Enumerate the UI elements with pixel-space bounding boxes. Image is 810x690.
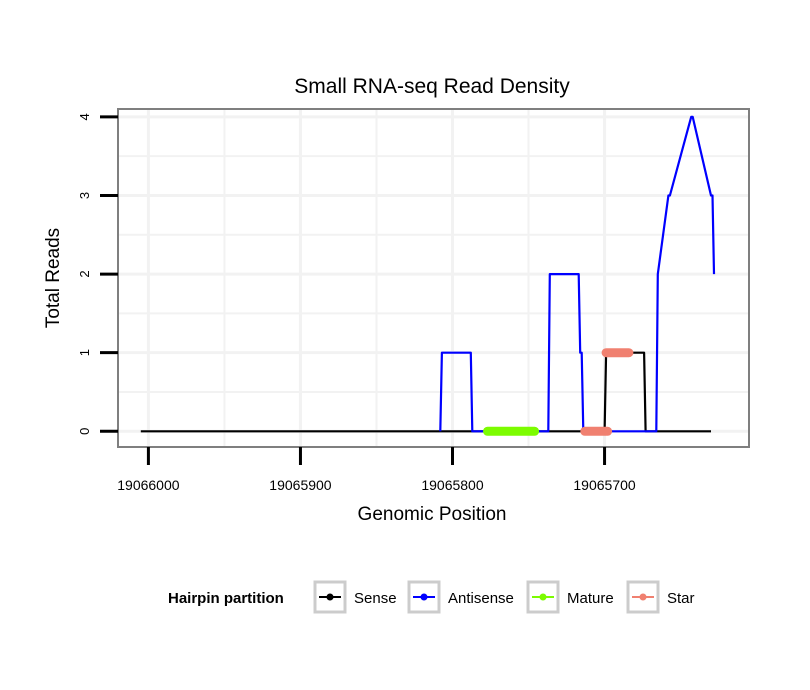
legend-item-antisense: Antisense: [407, 580, 514, 614]
plot-panel: [117, 108, 750, 448]
y-tick-label: 4: [77, 113, 92, 120]
plot-background: [118, 109, 749, 447]
y-axis-label: Total Reads: [43, 228, 64, 328]
series-layer: [140, 115, 716, 436]
x-tick-label: 19065800: [421, 477, 484, 493]
legend-key-point: [539, 593, 547, 601]
y-tick-label: 0: [77, 428, 92, 435]
legend-label: Mature: [567, 590, 614, 607]
legend-label: Star: [667, 590, 695, 607]
y-tick-label: 1: [77, 349, 92, 356]
x-tick-label: 19066000: [117, 477, 180, 493]
legend: Hairpin partition Sense Antisense Mature St…: [168, 580, 695, 614]
y-tick-label: 3: [77, 192, 92, 199]
x-tick-label: 19065900: [269, 477, 332, 493]
legend-item-mature: Mature: [526, 580, 614, 614]
legend-label: Antisense: [448, 590, 514, 607]
x-tick-label: 19065700: [573, 477, 636, 493]
legend-key-point: [639, 593, 647, 601]
legend-label: Sense: [354, 590, 397, 607]
y-tick-label: 2: [77, 270, 92, 277]
series-line-antisense: [439, 115, 716, 433]
legend-title: Hairpin partition: [168, 590, 284, 607]
x-axis-label: Genomic Position: [358, 504, 507, 525]
chart-title: Small RNA-seq Read Density: [294, 75, 570, 98]
legend-item-sense: Sense: [313, 580, 397, 614]
y-axis: 0 1 2 3 4: [77, 113, 118, 435]
legend-item-star: Star: [626, 580, 695, 614]
x-axis: 19066000 19065900 19065800 19065700: [117, 447, 636, 493]
plot-border: [117, 108, 750, 448]
legend-key-point: [326, 593, 334, 601]
legend-items: Sense Antisense Mature Star: [313, 580, 695, 614]
legend-key-point: [420, 593, 428, 601]
